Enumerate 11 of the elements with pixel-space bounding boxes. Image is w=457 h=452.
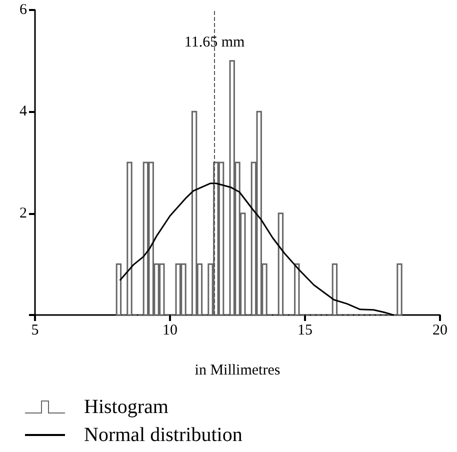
legend-label: Normal distribution [84,424,242,446]
ref-line-label: 11.65 mm [184,34,246,50]
x-axis-title: in Millimetres [194,362,280,378]
y-tick-label: 2 [20,205,27,222]
y-tick-label: 6 [20,2,28,18]
x-tick-label: 20 [432,322,448,338]
x-tick-label: 5 [31,322,39,338]
x-tick-label: 15 [298,322,312,338]
y-tick-label: 4 [20,104,28,120]
legend-label: Histogram [84,396,169,418]
x-tick-label: 10 [162,322,178,338]
